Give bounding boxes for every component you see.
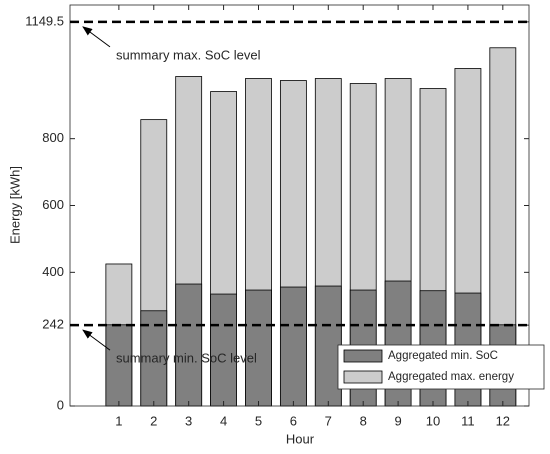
legend-swatch: [343, 370, 383, 384]
y-tick-label: 400: [42, 264, 64, 279]
bar: [279, 286, 307, 407]
legend-label: Aggregated max. energy: [388, 371, 514, 383]
legend-label: Aggregated min. SoC: [388, 350, 498, 362]
y-tick-label: 800: [42, 130, 64, 145]
x-tick-label: 11: [461, 413, 475, 428]
bar: [245, 289, 272, 407]
annotation-arrow: [82, 329, 111, 351]
bar: [314, 285, 342, 407]
x-tick-label: 8: [360, 413, 367, 428]
x-axis-label: Hour: [286, 431, 315, 446]
bar: [140, 310, 168, 407]
legend-swatch: [343, 349, 383, 363]
x-tick-label: 4: [220, 413, 227, 428]
annotation-label: summary max. SoC level: [116, 47, 261, 62]
x-tick-label: 7: [325, 413, 332, 428]
x-tick-label: 9: [394, 413, 401, 428]
annotation-label: summary min. SoC level: [116, 351, 257, 366]
x-tick-label: 3: [185, 413, 192, 428]
x-tick-label: 5: [255, 413, 262, 428]
x-tick-label: 12: [496, 413, 510, 428]
annotation-arrow: [82, 26, 111, 48]
y-tick-label: 242: [42, 317, 64, 332]
x-tick-label: 1: [115, 413, 122, 428]
bar: [175, 283, 203, 407]
x-tick-label: 6: [290, 413, 297, 428]
x-tick-label: 10: [426, 413, 440, 428]
y-tick-label: 1149.5: [25, 13, 64, 28]
y-tick-label: 0: [57, 397, 64, 412]
x-tick-label: 2: [150, 413, 157, 428]
y-axis-label: Energy [kWh]: [7, 166, 22, 244]
y-tick-label: 600: [42, 197, 64, 212]
